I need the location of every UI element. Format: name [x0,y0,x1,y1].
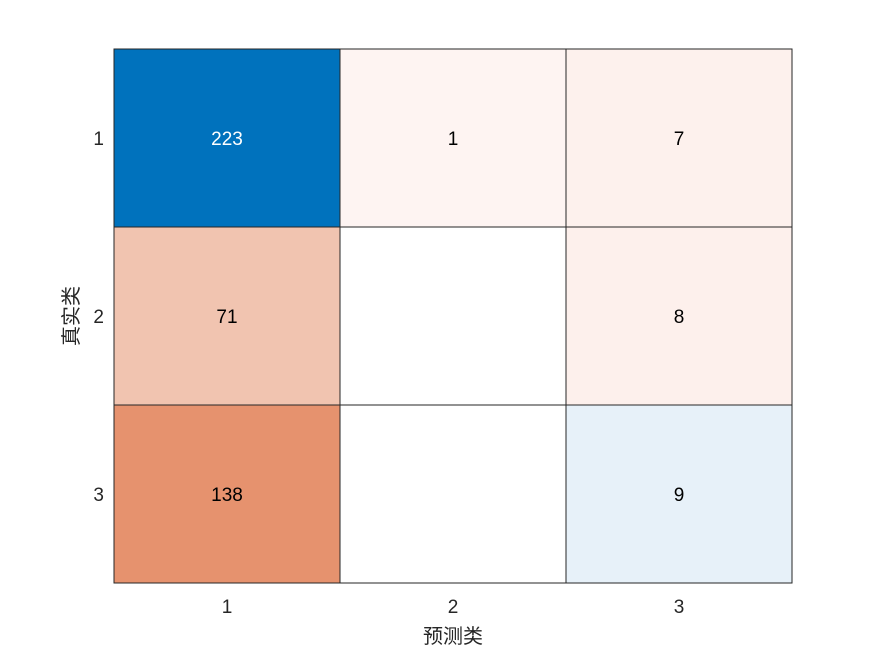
heatmap-cell-r3-c2 [339,404,567,584]
heatmap-cell-r1-c3 [565,48,793,228]
cell-label-layer: 223 1 7 71 8 138 9 [211,129,684,506]
heatmap-cell-r3-c1 [113,404,341,584]
y-tick-label: 1 [93,129,104,150]
heatmap-cell-r1-c1 [113,48,341,228]
y-tick-label: 2 [93,307,104,328]
cell-layer [113,48,793,584]
cell-value-r3-c1: 138 [211,485,243,506]
y-tick-layer: 1 2 3 [93,129,104,506]
heatmap-cell-r2-c2 [339,226,567,406]
cell-value-r1-c3: 7 [674,129,685,150]
cell-value-r2-c1: 71 [216,307,237,328]
cell-value-r2-c3: 8 [674,307,685,328]
x-axis-label: 预测类 [423,624,483,648]
y-axis-label: 真实类 [59,286,83,346]
heatmap-cell-r2-c3 [565,226,793,406]
heatmap-cell-r3-c3 [565,404,793,584]
cell-value-r3-c3: 9 [674,485,685,506]
heatmap-cell-r1-c2 [339,48,567,228]
x-tick-label: 3 [674,597,685,618]
x-tick-label: 1 [222,597,233,618]
heatmap-cell-r2-c1 [113,226,341,406]
cell-value-r1-c2: 1 [448,129,459,150]
y-tick-label: 3 [93,485,104,506]
x-tick-label: 2 [448,597,459,618]
cell-value-r1-c1: 223 [211,129,243,150]
x-tick-layer: 1 2 3 [222,597,685,618]
